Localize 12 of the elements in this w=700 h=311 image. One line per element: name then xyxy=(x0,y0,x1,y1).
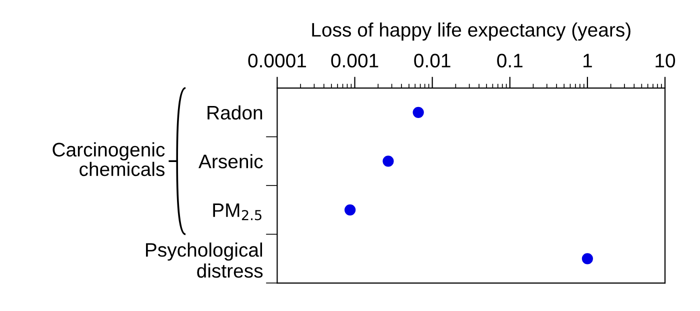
x-tick-label: 0.01 xyxy=(414,54,450,68)
x-tick-label: 10 xyxy=(656,54,676,68)
x-tick-label: 0.0001 xyxy=(248,54,306,68)
x-tick-label: 0.1 xyxy=(497,54,522,68)
y-tick-label: PM$_{2.5}$ xyxy=(213,204,262,220)
x-tick-label: 0.001 xyxy=(331,54,378,68)
y-tick-label: Arsenic xyxy=(198,154,263,168)
text: Carcinogenic chemicals xyxy=(52,142,165,176)
y-tick-label: Psychological distress xyxy=(146,242,263,278)
x-axis-title: Loss of happy life expectancy (years) xyxy=(312,22,630,41)
x-tick-label: 1 xyxy=(584,54,592,68)
y-tick-label: Radon xyxy=(208,105,262,120)
